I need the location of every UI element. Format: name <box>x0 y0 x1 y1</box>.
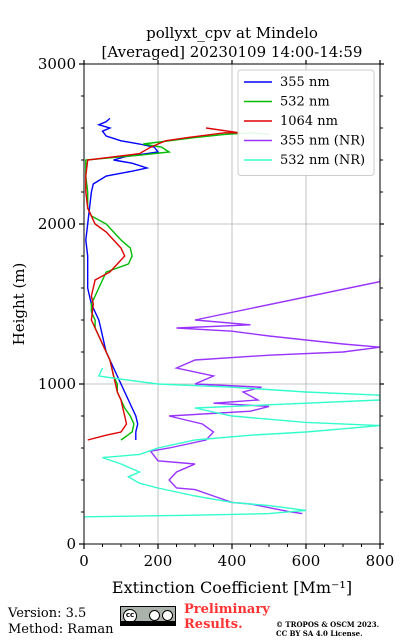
legend: 355 nm 532 nm 1064 nm 355 nm (NR) 532 nm (NR… <box>237 69 375 176</box>
x-tick-label: 400 <box>218 552 247 570</box>
method-text: Method: Raman <box>8 622 114 637</box>
extinction-profile-chart: pollyxt_cpv at Mindelo [Averaged] 202301… <box>10 24 395 597</box>
y-tick-label: 0 <box>66 535 76 553</box>
legend-label: 532 nm (NR) <box>280 153 365 168</box>
series-lines <box>84 117 380 518</box>
y-tick-label: 1000 <box>38 375 76 393</box>
y-tick-label: 3000 <box>38 55 76 73</box>
y-axis-label: Height (m) <box>10 263 28 346</box>
legend-box <box>237 69 375 176</box>
x-tick-label: 0 <box>79 552 89 570</box>
copyright-line-1: © TROPOS & OSCM 2023. <box>276 620 380 629</box>
cc-by-sa-badge: cc <box>120 606 176 626</box>
preliminary-line-1: Preliminary <box>184 602 270 617</box>
chart-title: pollyxt_cpv at Mindelo <box>146 24 318 42</box>
by-icon <box>149 610 160 621</box>
copyright-line-2: CC BY SA 4.0 License. <box>276 629 363 638</box>
sa-icon <box>162 610 173 621</box>
y-tick-label: 2000 <box>38 215 76 233</box>
series-line-355-nm-nr <box>149 278 380 515</box>
series-line-532-nm <box>85 132 270 441</box>
x-tick-label: 200 <box>144 552 173 570</box>
preliminary-line-2: Results. <box>184 617 243 632</box>
legend-label: 355 nm <box>280 75 330 90</box>
version-text: Version: 3.5 <box>8 606 87 621</box>
series-line-532-nm-nr <box>84 367 380 518</box>
x-tick-label: 600 <box>292 552 321 570</box>
series-line-1064-nm <box>85 127 240 441</box>
x-tick-label: 800 <box>366 552 395 570</box>
chart-subtitle: [Averaged] 20230109 14:00-14:59 <box>102 43 363 61</box>
legend-label: 532 nm <box>280 95 330 110</box>
series-line-355-nm <box>85 117 160 440</box>
axis-ticks: 0 200 400 600 800 0 1000 2000 3000 <box>38 55 395 570</box>
x-axis-label: Extinction Coefficient [Mm⁻¹] <box>112 578 352 597</box>
legend-label: 355 nm (NR) <box>280 134 365 149</box>
legend-label: 1064 nm <box>280 114 338 129</box>
